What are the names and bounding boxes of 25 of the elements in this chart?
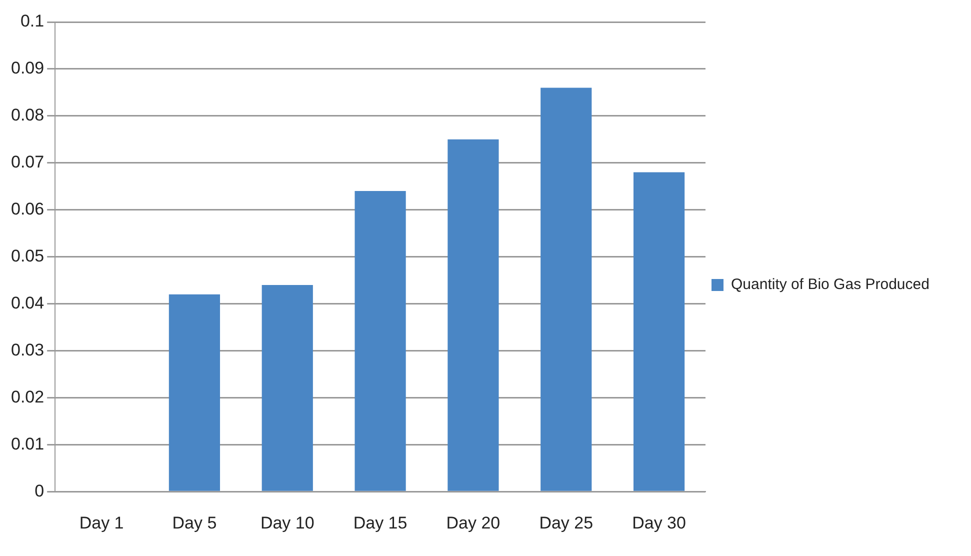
y-tick-label: 0.04 xyxy=(10,293,44,312)
x-tick-label: Day 20 xyxy=(446,513,500,532)
y-tick-label: 0.05 xyxy=(10,246,44,266)
x-tick-label: Day 25 xyxy=(539,513,594,532)
bar xyxy=(354,191,406,491)
bar xyxy=(448,139,499,491)
x-tick-label: Day 10 xyxy=(260,513,314,532)
x-tick-label: Day 15 xyxy=(353,513,408,532)
y-tick-label: 0.08 xyxy=(10,106,44,125)
x-tick-label: Day 5 xyxy=(172,513,217,532)
bar xyxy=(168,294,220,491)
x-tick-label: Day 1 xyxy=(79,513,124,532)
bar xyxy=(540,88,592,491)
bar xyxy=(262,284,313,491)
y-tick-label: 0.01 xyxy=(10,434,44,454)
y-tick-label: 0.06 xyxy=(10,200,44,219)
y-tick-label: 0.03 xyxy=(10,340,44,360)
y-tick-label: 0.09 xyxy=(10,58,44,78)
bar xyxy=(633,172,685,491)
y-tick-label: 0 xyxy=(34,481,44,500)
y-tick-label: 0.07 xyxy=(10,152,44,172)
y-tick-label: 0.02 xyxy=(10,387,44,406)
legend-label: Quantity of Bio Gas Produced xyxy=(731,276,930,294)
y-tick-label: 0.1 xyxy=(20,12,44,31)
x-tick-label: Day 30 xyxy=(632,513,686,532)
